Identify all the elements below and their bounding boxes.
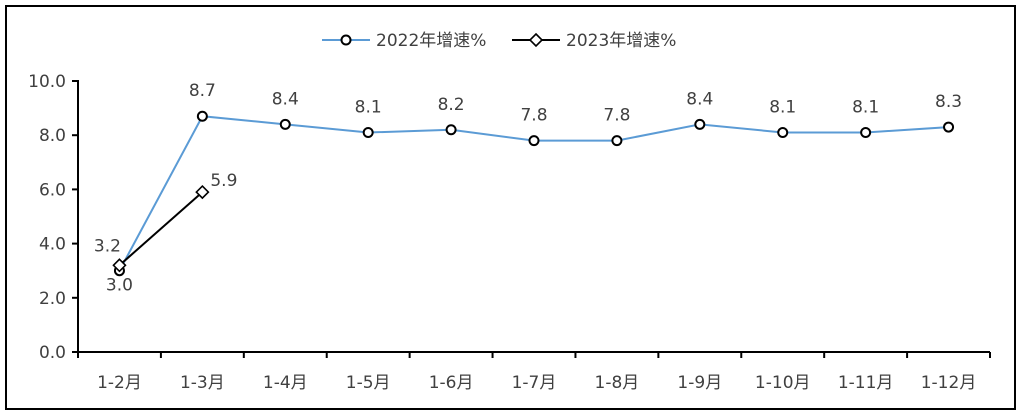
x-tick-label: 1-4月 [263, 373, 308, 393]
data-label: 8.1 [852, 97, 879, 117]
x-tick-label: 1-11月 [838, 373, 894, 393]
x-tick-label: 1-3月 [180, 373, 225, 393]
data-label: 5.9 [210, 171, 237, 191]
data-point [279, 118, 291, 130]
data-point [112, 258, 127, 273]
data-point [362, 126, 374, 138]
data-label: 8.1 [769, 97, 796, 117]
data-label: 8.4 [686, 89, 713, 109]
data-label: 8.4 [272, 89, 299, 109]
data-label: 8.2 [438, 95, 465, 115]
legend-circle-marker-icon [340, 34, 352, 46]
data-point [196, 110, 208, 122]
y-tick-label: 10.0 [28, 72, 66, 92]
legend-diamond-marker-icon [528, 32, 544, 48]
legend-label: 2023年增速% [566, 31, 676, 51]
y-tick-label: 6.0 [39, 180, 66, 200]
x-tick-label: 1-5月 [346, 373, 391, 393]
data-point [445, 124, 457, 136]
data-label: 3.2 [94, 236, 121, 256]
data-label: 3.0 [106, 276, 133, 296]
x-tick-label: 1-9月 [677, 373, 722, 393]
series-line-2 [118, 191, 204, 267]
legend-label: 2022年增速% [376, 31, 486, 51]
data-point [611, 135, 623, 147]
x-tick-label: 1-6月 [429, 373, 474, 393]
data-label: 8.1 [355, 97, 382, 117]
data-point [860, 126, 872, 138]
data-label: 8.3 [935, 92, 962, 112]
x-tick-label: 1-2月 [97, 373, 142, 393]
data-point [195, 184, 210, 200]
data-label: 8.7 [189, 81, 216, 101]
x-tick-label: 1-12月 [921, 373, 977, 393]
data-label: 7.8 [603, 106, 630, 126]
y-tick-label: 2.0 [39, 289, 66, 309]
data-point [777, 126, 789, 138]
data-label: 7.8 [520, 106, 547, 126]
x-tick-label: 1-7月 [512, 373, 557, 393]
chart-frame [5, 5, 1016, 410]
data-point [694, 118, 706, 130]
y-tick-label: 4.0 [39, 235, 66, 255]
data-point [528, 135, 540, 147]
x-tick-label: 1-10月 [755, 373, 811, 393]
y-tick-label: 8.0 [39, 126, 66, 146]
x-tick-label: 1-8月 [595, 373, 640, 393]
y-tick-label: 0.0 [39, 343, 66, 363]
data-point [943, 121, 955, 133]
